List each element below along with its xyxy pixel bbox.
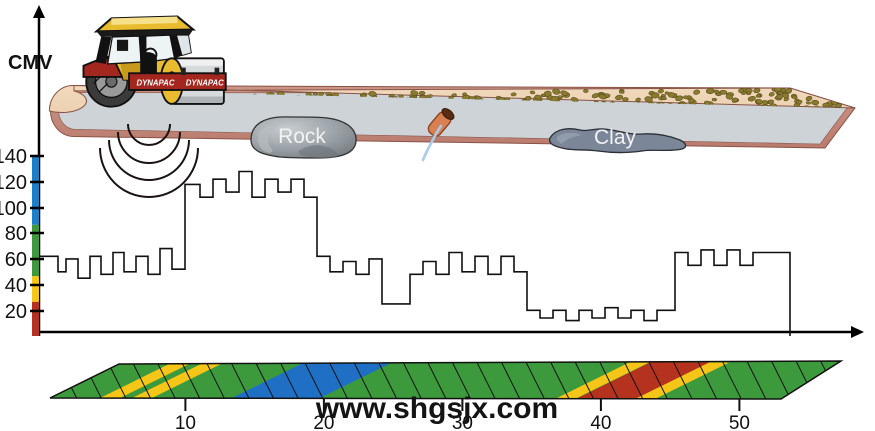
- svg-text:100: 100: [0, 198, 27, 220]
- svg-text:50: 50: [729, 413, 750, 431]
- svg-text:20: 20: [5, 301, 27, 323]
- svg-text:CMV: CMV: [8, 52, 53, 74]
- svg-text:140: 140: [0, 146, 27, 168]
- svg-text:www.shgsjx.com: www.shgsjx.com: [315, 392, 558, 425]
- svg-text:80: 80: [5, 223, 27, 245]
- svg-text:10: 10: [175, 413, 196, 431]
- svg-text:Rock: Rock: [278, 125, 326, 148]
- svg-text:Clay: Clay: [594, 126, 637, 149]
- svg-text:DYNAPAC: DYNAPAC: [186, 78, 224, 87]
- svg-text:120: 120: [0, 172, 27, 194]
- svg-text:60: 60: [5, 249, 27, 271]
- svg-text:40: 40: [5, 275, 27, 297]
- svg-text:40: 40: [590, 413, 611, 431]
- svg-text:DYNAPAC: DYNAPAC: [136, 78, 174, 87]
